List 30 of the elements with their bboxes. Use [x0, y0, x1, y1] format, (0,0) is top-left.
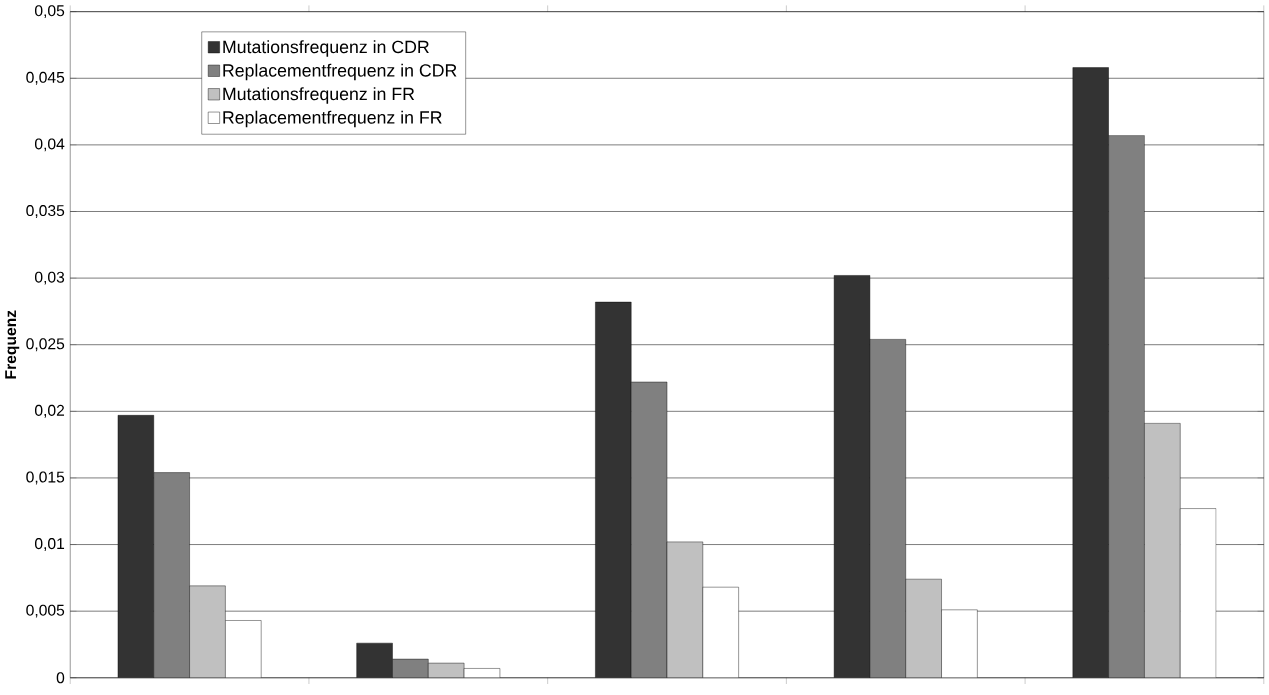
bar — [833, 275, 871, 678]
y-tick-label: 0,04 — [34, 138, 65, 152]
y-tick-label: 0,025 — [26, 338, 65, 352]
legend-label: Mutationsfrequenz in CDR — [223, 40, 429, 57]
bar — [905, 579, 942, 678]
bar — [1072, 67, 1109, 678]
legend-label: Replacementfrequenz in CDR — [223, 63, 457, 81]
bar — [1108, 135, 1145, 678]
bar — [666, 541, 704, 678]
y-tick-label: 0,03 — [34, 271, 65, 285]
y-tick-label: 0,035 — [26, 205, 65, 219]
bar — [1144, 423, 1181, 678]
bar — [595, 302, 632, 678]
y-tick-label: 0,045 — [26, 71, 65, 85]
bar — [225, 620, 262, 678]
legend-label: Replacementfrequenz in FR — [223, 110, 442, 128]
bar — [189, 585, 226, 678]
y-tick-label: 0,05 — [34, 5, 65, 19]
y-tick-label: 0,02 — [34, 405, 65, 418]
y-tick-label: 0,015 — [26, 471, 65, 485]
legend-label: Mutationsfrequenz in FR — [223, 87, 415, 104]
bar — [153, 472, 190, 678]
y-tick-label: 0,005 — [26, 604, 65, 618]
y-tick-label: 0,01 — [34, 538, 65, 552]
bar — [869, 339, 906, 678]
bar — [117, 415, 154, 678]
y-tick-label: 0 — [56, 672, 65, 684]
bar — [356, 643, 393, 678]
bar — [631, 381, 668, 678]
y-axis-title: Frequenz — [5, 310, 20, 379]
